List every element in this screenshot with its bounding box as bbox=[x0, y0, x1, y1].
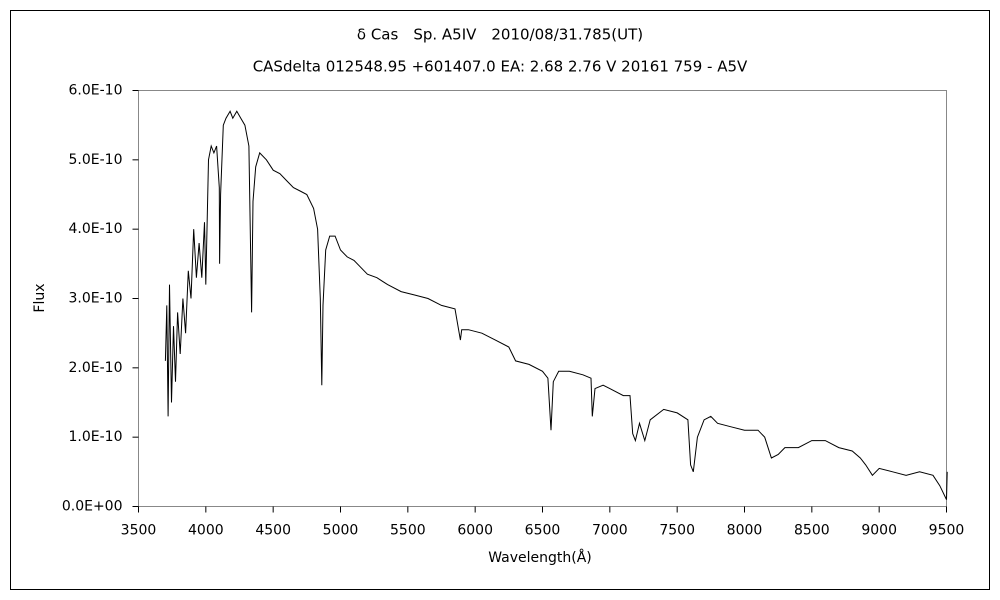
x-tick-label: 5500 bbox=[390, 523, 426, 539]
chart-frame bbox=[10, 10, 990, 590]
y-tick-label: 2.0E-10 bbox=[69, 360, 123, 376]
x-tick-label: 3500 bbox=[121, 523, 157, 539]
x-tick-label: 6500 bbox=[525, 523, 561, 539]
x-tick-label: 9000 bbox=[861, 523, 897, 539]
x-tick-label: 9500 bbox=[929, 523, 965, 539]
x-tick-label: 8500 bbox=[794, 523, 830, 539]
y-tick-label: 0.0E+00 bbox=[62, 499, 123, 515]
y-tick-label: 3.0E-10 bbox=[69, 291, 123, 307]
chart-subtitle: CASdelta 012548.95 +601407.0 EA: 2.68 2.… bbox=[253, 58, 748, 76]
x-tick-label: 4000 bbox=[188, 523, 224, 539]
y-tick-label: 4.0E-10 bbox=[69, 221, 123, 237]
x-tick-label: 5000 bbox=[323, 523, 359, 539]
y-tick-label: 1.0E-10 bbox=[69, 429, 123, 445]
x-tick-label: 7000 bbox=[592, 523, 628, 539]
x-tick-label: 4500 bbox=[255, 523, 291, 539]
x-axis-label: Wavelength(Å) bbox=[488, 549, 592, 566]
y-tick-label: 5.0E-10 bbox=[69, 152, 123, 168]
y-tick-label: 6.0E-10 bbox=[69, 83, 123, 99]
chart-title: δ Cas Sp. A5IV 2010/08/31.785(UT) bbox=[357, 26, 643, 44]
spectrum-line bbox=[164, 110, 948, 500]
y-axis-label: Flux bbox=[32, 283, 48, 312]
x-tick-label: 8000 bbox=[727, 523, 763, 539]
x-tick-label: 7500 bbox=[659, 523, 695, 539]
x-tick-label: 6000 bbox=[457, 523, 493, 539]
